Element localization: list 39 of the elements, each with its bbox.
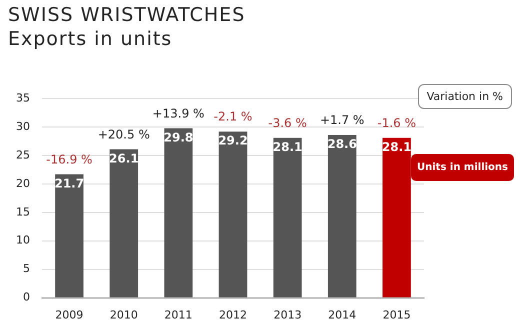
- annotation: -1.6 %: [377, 116, 416, 130]
- bar: [55, 174, 84, 298]
- data-label: 28.6: [327, 137, 357, 152]
- bar: [110, 149, 138, 298]
- data-label: 29.8: [164, 130, 194, 144]
- x-tick-label: 2013: [274, 308, 302, 322]
- y-tick-label: 30: [16, 120, 30, 133]
- bar: [328, 135, 356, 298]
- annotation: -16.9 %: [46, 152, 92, 166]
- annotation: +20.5 %: [98, 127, 150, 142]
- data-label: 28.1: [272, 140, 302, 154]
- y-tick-label: 25: [16, 148, 30, 162]
- annotation: Units in millions: [411, 154, 514, 181]
- x-tick-label: 2011: [164, 308, 192, 322]
- bar: [164, 128, 193, 298]
- bar: [218, 132, 248, 298]
- chart-subtitle: Exports in units: [8, 28, 172, 50]
- data-label: 26.1: [109, 151, 139, 166]
- y-tick-label: 20: [16, 176, 30, 190]
- x-tick-label: 2010: [110, 308, 138, 322]
- annotation: +13.9 %: [152, 106, 204, 120]
- x-tick-label: 2014: [328, 308, 356, 322]
- x-tick-label: 2012: [219, 308, 247, 322]
- data-label: 28.1: [382, 140, 412, 154]
- chart-title: SWISS WRISTWATCHES: [8, 4, 246, 26]
- x-tick-label: 2009: [55, 308, 84, 322]
- annotation: -3.6 %: [268, 116, 307, 130]
- y-tick-label: 0: [22, 290, 30, 304]
- y-tick-label: 10: [16, 234, 30, 247]
- data-label: 29.2: [218, 134, 248, 148]
- text: Variation in %: [418, 84, 512, 109]
- y-tick-label: 5: [22, 262, 30, 276]
- y-tick-label: 35: [16, 91, 30, 104]
- bar: [273, 138, 302, 298]
- y-tick-label: 15: [16, 205, 30, 218]
- annotation: +1.7 %: [320, 113, 364, 128]
- x-tick-label: 2015: [382, 308, 411, 322]
- annotation: -2.1 %: [214, 110, 252, 124]
- data-label: 21.7: [54, 176, 84, 190]
